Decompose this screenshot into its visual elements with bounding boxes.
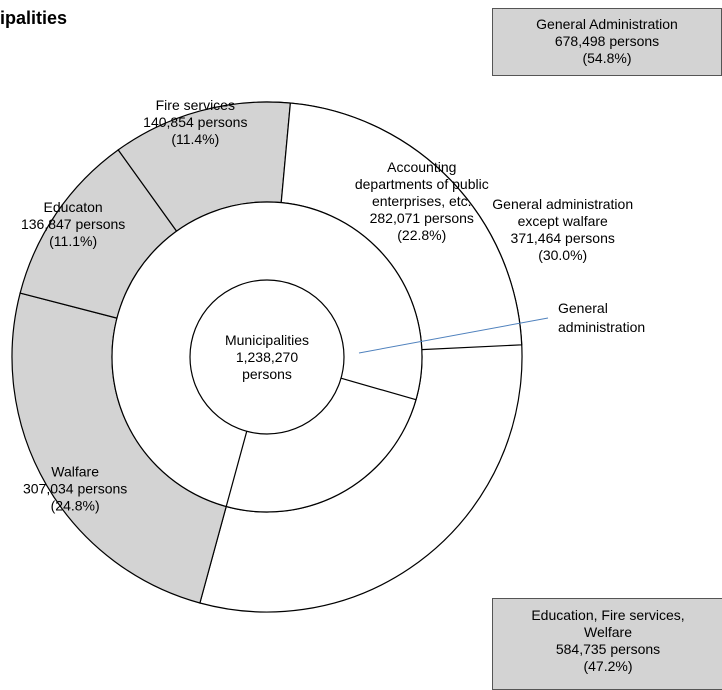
slice-label-fire-services: Fire services 140,854 persons (11.4%) (143, 97, 247, 147)
summary-top-line-1: General Administration (536, 16, 678, 32)
summary-top-line-3: (54.8%) (582, 50, 632, 66)
inner-divider-1 (340, 377, 417, 401)
inner-divider-2 (225, 431, 248, 507)
slice-label-accounting-departments-of-public-enterprises-etc: Accounting departments of public enterpris… (355, 159, 489, 243)
inner-slice-rest (112, 202, 265, 507)
summary-bottom-line-3: 584,735 persons (555, 641, 661, 657)
slice-label-educaton: Educaton 136,847 persons (11.1%) (21, 199, 125, 249)
slice-label-general-administration: General administration except walfare 371,… (492, 196, 633, 263)
annotation-leader-line (358, 317, 549, 354)
summary-bottom-line-2: Welfare (584, 624, 632, 640)
inner-slice-walfare (226, 378, 416, 512)
center-label: Municipalities 1,238,270 persons (225, 332, 309, 382)
summary-bottom-line-1: Education, Fire services, (531, 607, 685, 623)
education-fire-welfare-summary-box: Education, Fire services, Welfare 584,73… (492, 598, 722, 690)
summary-top-line-2: 678,498 persons (554, 33, 660, 49)
summary-bottom-line-4: (47.2%) (583, 658, 633, 674)
inner-slice-general-administration-except-walfare (261, 202, 422, 400)
chart-title: ipalities (0, 8, 68, 28)
inner-ring-outline (111, 201, 423, 513)
annotation-general-administration: General administration (558, 300, 645, 335)
center-circle (189, 279, 345, 435)
slice-label-walfare: Walfare 307,034 persons (24.8%) (23, 464, 127, 514)
